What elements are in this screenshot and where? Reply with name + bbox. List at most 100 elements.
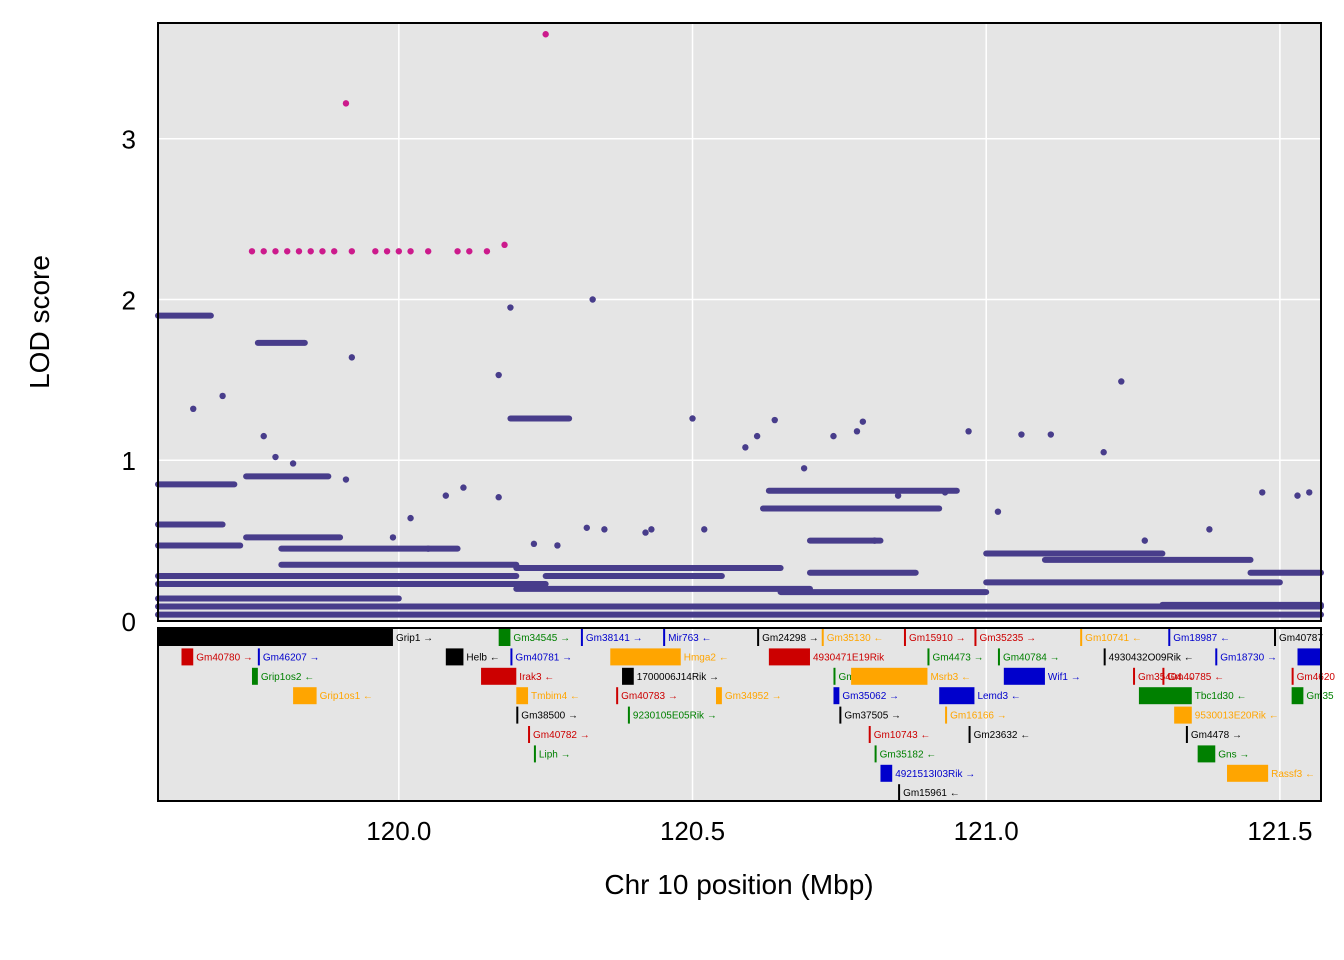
gene-bar xyxy=(1003,667,1045,685)
lod-point xyxy=(771,416,778,424)
lod-point xyxy=(1018,431,1025,438)
gene-grid-lines xyxy=(398,628,1281,801)
gene-bar xyxy=(181,648,194,666)
lod-point xyxy=(1047,431,1055,438)
y-tick-label: 3 xyxy=(122,125,136,155)
gene-label: Gm35235 → xyxy=(979,633,1036,644)
gene-bar xyxy=(939,687,975,705)
lod-point xyxy=(965,428,972,435)
gene-panel-frame xyxy=(157,627,1322,802)
gene-label: Helb ← xyxy=(466,652,499,663)
lod-point xyxy=(689,415,696,422)
gene-label: Gm40783 → xyxy=(621,691,678,702)
lod-point xyxy=(442,492,450,499)
gene-bar xyxy=(516,706,519,724)
gene-label: Gm24298 → xyxy=(762,633,819,644)
lod-point xyxy=(295,248,303,255)
lod-point xyxy=(1306,489,1313,496)
lod-point xyxy=(331,248,338,255)
gene-label: Gm18730 → xyxy=(1220,652,1277,663)
lod-panel-background xyxy=(158,23,1321,621)
lod-point xyxy=(389,534,397,541)
gene-bar xyxy=(945,706,948,724)
gene-label: Gm38500 → xyxy=(521,711,578,722)
lod-point xyxy=(342,100,350,107)
lod-point xyxy=(1206,526,1213,533)
lod-point xyxy=(424,248,432,255)
gene-label: Gm40784 → xyxy=(1003,652,1060,663)
x-tick-label: 121.0 xyxy=(954,816,1019,846)
y-axis-ticks: 0 1 2 3 xyxy=(122,125,136,637)
gene-bar xyxy=(1168,629,1171,646)
lod-point xyxy=(424,545,432,552)
lod-point xyxy=(642,529,649,536)
lod-point xyxy=(859,418,867,425)
gene-label: 9530013E20Rik ← xyxy=(1195,711,1279,722)
gene-label: Hmga2 ← xyxy=(684,652,729,663)
gene-bar xyxy=(1185,726,1188,743)
lod-point xyxy=(407,248,414,255)
gene-bar xyxy=(903,629,906,646)
gene-bar xyxy=(927,648,930,666)
gene-bar xyxy=(1227,764,1269,782)
lod-point xyxy=(994,508,1002,515)
lod-points xyxy=(190,31,1313,552)
lod-point xyxy=(1141,537,1148,544)
gene-label: Gm4473 → xyxy=(932,652,983,663)
gene-bar xyxy=(1291,667,1294,685)
gene-bar xyxy=(498,629,511,646)
gene-label: Irak3 ← xyxy=(519,672,554,683)
lod-point xyxy=(272,453,279,461)
gene-bar xyxy=(158,629,393,646)
lod-point xyxy=(348,354,356,361)
gene-bar xyxy=(510,648,513,666)
gene-bar xyxy=(533,745,536,763)
lod-point xyxy=(648,526,655,533)
gene-label: Grip1os1 ← xyxy=(320,691,373,702)
lod-point xyxy=(395,248,403,255)
gene-bar xyxy=(768,648,810,666)
lod-point xyxy=(701,526,708,533)
gene-bar xyxy=(1215,648,1218,666)
x-tick-label: 120.5 xyxy=(660,816,725,846)
lod-point xyxy=(830,432,837,440)
gene-label: Gm35130 ← xyxy=(827,633,884,644)
lod-point xyxy=(1118,378,1125,385)
lod-point xyxy=(554,542,561,549)
gene-label: Grip1os2 ← xyxy=(261,672,314,683)
gene-bar xyxy=(974,629,977,646)
gene-label: Gm35404 → xyxy=(1138,672,1195,683)
lod-point xyxy=(407,514,414,522)
gene-bar xyxy=(580,629,583,646)
gene-bar xyxy=(1162,667,1165,685)
x-axis-label: Chr 10 position (Mbp) xyxy=(604,869,873,900)
lod-point xyxy=(348,248,356,255)
gene-bar xyxy=(251,667,258,685)
gene-bar xyxy=(293,687,317,705)
x-tick-label: 120.0 xyxy=(366,816,431,846)
gene-label: Grip1 → xyxy=(396,633,433,644)
gene-label: Gm10743 ← xyxy=(874,730,931,741)
lod-point xyxy=(871,537,878,544)
gene-label: Gm40785 ← xyxy=(1167,672,1224,683)
lod-point xyxy=(601,526,608,533)
gene-label: Gm18987 ← xyxy=(1173,633,1230,644)
x-tick-label: 121.5 xyxy=(1247,816,1312,846)
lod-panel-frame xyxy=(157,22,1322,622)
gene-label: Gm40782 → xyxy=(533,730,590,741)
gene-label: Gm15961 ← xyxy=(903,788,960,799)
gene-bar xyxy=(1103,648,1106,666)
lod-point xyxy=(372,248,379,255)
lod-point xyxy=(272,248,279,255)
gene-bar xyxy=(257,648,260,666)
lod-point xyxy=(248,248,256,255)
lod-point xyxy=(260,432,267,440)
lod-point xyxy=(466,248,473,255)
gene-bar xyxy=(898,784,901,802)
lod-point xyxy=(219,392,226,400)
gene-bar xyxy=(622,667,634,685)
lod-point xyxy=(307,248,314,255)
gene-bar xyxy=(821,629,824,646)
gene-label: Lemd3 ← xyxy=(977,691,1020,702)
